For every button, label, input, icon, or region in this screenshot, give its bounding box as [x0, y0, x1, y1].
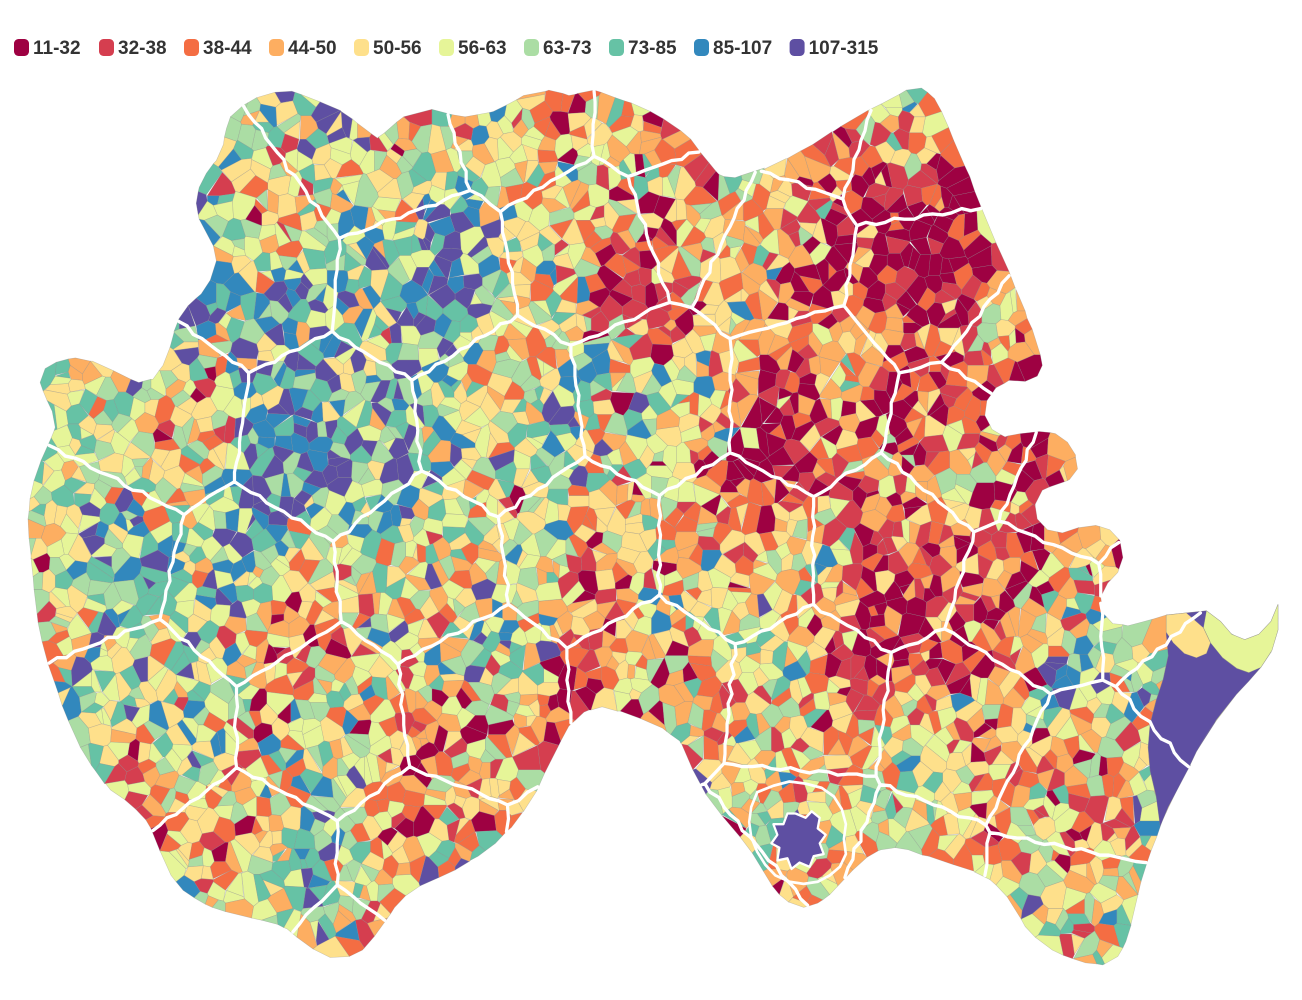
svg-text:85-107: 85-107 [713, 38, 772, 59]
svg-text:56-63: 56-63 [458, 38, 507, 59]
svg-text:50-56: 50-56 [373, 38, 422, 59]
svg-text:107-315: 107-315 [809, 38, 879, 59]
svg-text:38-44: 38-44 [203, 38, 252, 59]
svg-text:11-32: 11-32 [33, 38, 81, 59]
svg-text:73-85: 73-85 [628, 38, 677, 59]
svg-text:32-38: 32-38 [118, 38, 167, 59]
svg-text:63-73: 63-73 [543, 38, 592, 59]
svg-text:44-50: 44-50 [288, 38, 337, 59]
